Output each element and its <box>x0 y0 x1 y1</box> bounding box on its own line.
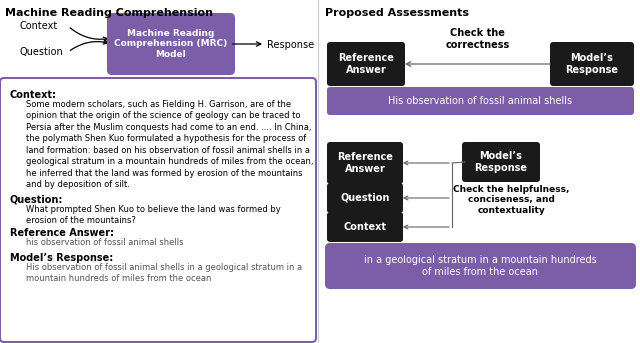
Text: Machine Reading Comprehension: Machine Reading Comprehension <box>5 8 213 18</box>
Text: Model’s
Response: Model’s Response <box>566 53 618 75</box>
Text: Check the
correctness: Check the correctness <box>445 28 509 50</box>
Text: His observation of fossil animal shells: His observation of fossil animal shells <box>388 96 572 106</box>
FancyBboxPatch shape <box>462 142 540 182</box>
FancyBboxPatch shape <box>327 87 634 115</box>
Text: Reference Answer:: Reference Answer: <box>10 228 114 238</box>
Text: Proposed Assessments: Proposed Assessments <box>325 8 469 18</box>
FancyBboxPatch shape <box>325 243 636 289</box>
Text: Question: Question <box>20 47 64 57</box>
FancyArrowPatch shape <box>233 42 261 46</box>
Text: Question:: Question: <box>10 195 63 205</box>
Text: Context: Context <box>344 222 387 232</box>
Text: Reference
Answer: Reference Answer <box>338 53 394 75</box>
Text: Context: Context <box>20 21 58 31</box>
FancyArrowPatch shape <box>70 28 108 42</box>
Text: his observation of fossil animal shells: his observation of fossil animal shells <box>26 238 184 247</box>
Text: Check the helpfulness,
conciseness, and
contextuality: Check the helpfulness, conciseness, and … <box>453 185 569 215</box>
Text: What prompted Shen Kuo to believe the land was formed by
erosion of the mountain: What prompted Shen Kuo to believe the la… <box>26 205 281 225</box>
FancyBboxPatch shape <box>327 42 405 86</box>
Text: Context:: Context: <box>10 90 57 100</box>
Text: in a geological stratum in a mountain hundreds
of miles from the ocean: in a geological stratum in a mountain hu… <box>364 255 596 277</box>
Text: Reference
Answer: Reference Answer <box>337 152 393 174</box>
FancyArrowPatch shape <box>404 196 449 200</box>
FancyBboxPatch shape <box>327 183 403 213</box>
Text: Some modern scholars, such as Fielding H. Garrison, are of the
opinion that the : Some modern scholars, such as Fielding H… <box>26 100 314 189</box>
FancyArrowPatch shape <box>70 40 108 50</box>
FancyBboxPatch shape <box>327 142 403 184</box>
Text: His observation of fossil animal shells in a geological stratum in a
mountain hu: His observation of fossil animal shells … <box>26 263 302 283</box>
FancyArrowPatch shape <box>404 161 449 165</box>
Text: Machine Reading
Comprehension (MRC)
Model: Machine Reading Comprehension (MRC) Mode… <box>115 29 228 59</box>
Text: Question: Question <box>340 193 390 203</box>
FancyBboxPatch shape <box>0 78 316 342</box>
Text: Response: Response <box>267 40 314 50</box>
Text: Model’s
Response: Model’s Response <box>474 151 527 173</box>
FancyBboxPatch shape <box>108 14 234 74</box>
Text: Model’s Response:: Model’s Response: <box>10 253 113 263</box>
FancyArrowPatch shape <box>404 225 449 229</box>
FancyBboxPatch shape <box>550 42 634 86</box>
FancyArrowPatch shape <box>406 62 550 66</box>
FancyBboxPatch shape <box>327 212 403 242</box>
